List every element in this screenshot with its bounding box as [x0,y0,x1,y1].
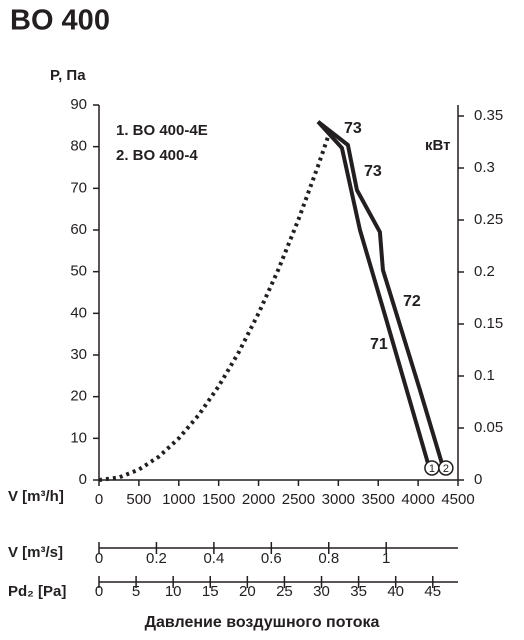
series-line [98,129,333,482]
x-tick-label: 4500 [441,491,474,508]
x-tick-label: 3000 [322,491,355,508]
curve-annotation: 73 [344,120,362,137]
y-tick-label: 40 [70,304,87,321]
y2-tick-label: 0.3 [474,159,495,176]
scale-tick-label: 25 [276,583,293,600]
y-tick-label: 20 [70,388,87,405]
scale-tick-label: 40 [387,583,404,600]
curve-annotation: 73 [364,163,382,180]
scale-tick-label: 5 [132,583,140,600]
series-line [316,120,432,471]
x-tick-label: 2500 [282,491,315,508]
legend-entry: 2. BO 400-4 [116,147,198,164]
y2-tick-label: 0.25 [474,211,503,228]
y-tick-label: 90 [70,96,87,113]
scale-tick-label: 15 [202,583,219,600]
y2-axis-label: кВт [425,137,451,154]
y-tick-label: 0 [79,471,87,488]
scale-tick-label: 0 [95,550,103,567]
scale-tick-label: 0 [95,583,103,600]
scale-tick-label: 0.2 [146,550,167,567]
chart-title: BO 400 [10,5,110,37]
y2-tick-label: 0.1 [474,367,495,384]
y-tick-label: 10 [70,429,87,446]
x-tick-label: 4000 [401,491,434,508]
curve-annotation: 71 [370,336,388,353]
y-tick-label: 80 [70,138,87,155]
legend-entry: 1. BO 400-4E [116,122,208,139]
y2-tick-label: 0.15 [474,315,503,332]
series-name: 2 [443,463,449,475]
x-tick-label: 3500 [362,491,395,508]
series-name: 1 [429,463,435,475]
scale-tick-label: 20 [239,583,256,600]
scale-tick-label: 0.6 [261,550,282,567]
x-tick-label: 500 [126,491,151,508]
curve-annotation: 72 [403,293,421,310]
y-tick-label: 30 [70,346,87,363]
x-tick-label: 1000 [162,491,195,508]
scale-tick-label: 0.8 [318,550,339,567]
x-tick-label: 2000 [242,491,275,508]
y-tick-label: 60 [70,221,87,238]
y2-tick-label: 0 [474,471,482,488]
scale-tick-label: 35 [350,583,367,600]
scale-tick-label: 1 [382,550,390,567]
scale-tick-label: 0.4 [203,550,224,567]
scale-label: Pd₂ [Pa] [8,583,66,600]
y2-tick-label: 0.35 [474,107,503,124]
footer-label: Давление воздушного потока [145,614,380,631]
x-axis-label: V [m³/h] [8,488,64,505]
x-tick-label: 1500 [202,491,235,508]
scale-tick-label: 30 [313,583,330,600]
y2-tick-label: 0.05 [474,419,503,436]
series-line [316,120,446,471]
series-marker [438,460,454,476]
y-axis-label: P, Па [50,67,86,84]
y2-tick-label: 0.2 [474,263,495,280]
scale-tick-label: 10 [165,583,182,600]
scale-label: V [m³/s] [8,544,63,561]
y-tick-label: 70 [70,179,87,196]
x-tick-label: 0 [95,491,103,508]
scale-tick-label: 45 [424,583,441,600]
y-tick-label: 50 [70,263,87,280]
